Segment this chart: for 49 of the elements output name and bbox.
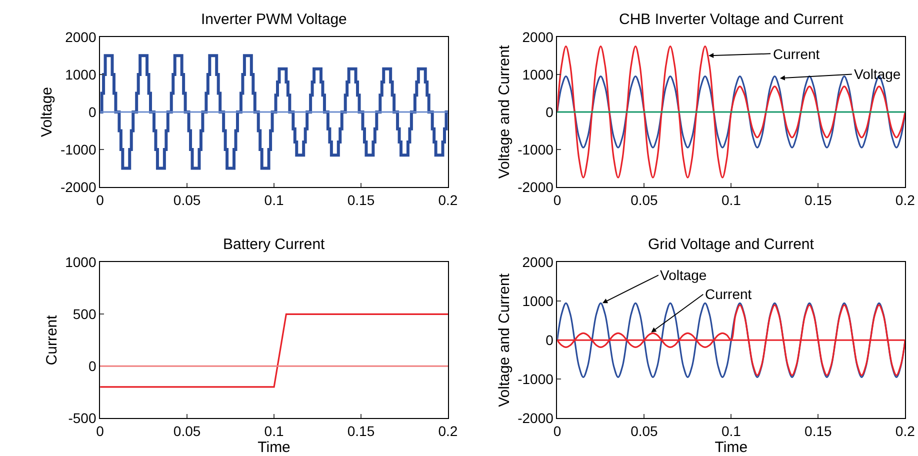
x-tick-label: 0.05 <box>173 422 201 439</box>
y-tick-label: 0 <box>546 104 554 120</box>
annotation: Current <box>705 286 752 302</box>
y-tick-label: 0 <box>88 358 96 374</box>
x-tick-label: 0.15 <box>804 422 832 439</box>
y-tick-label: 0 <box>546 332 554 348</box>
x-tick-label: 0.05 <box>630 192 658 208</box>
annotation: Voltage <box>660 267 707 283</box>
x-tick-label: 0.15 <box>804 192 832 208</box>
chart-title: CHB Inverter Voltage and Current <box>619 11 844 28</box>
annotation: Current <box>773 46 820 62</box>
y-tick-label: 500 <box>72 306 96 322</box>
y-tick-label: 1000 <box>522 293 554 310</box>
y-tick-label: -1000 <box>518 141 554 158</box>
y-tick-label: 2000 <box>522 28 554 45</box>
x-tick-label: 0.05 <box>173 192 201 208</box>
annotation: Voltage <box>854 66 901 82</box>
x-tick-label: 0.15 <box>347 422 375 439</box>
x-tick-label: 0.05 <box>630 422 658 439</box>
y-tick-label: 2000 <box>65 28 96 45</box>
y-tick-label: -2000 <box>518 410 554 426</box>
y-axis-title: Voltage and Current <box>496 44 513 179</box>
x-tick-label: 0.2 <box>438 192 458 208</box>
x-tick-label: 0.1 <box>264 192 284 208</box>
chart-title: Grid Voltage and Current <box>648 236 815 253</box>
chart-title: Inverter PWM Voltage <box>201 11 347 28</box>
x-axis-title: Time <box>258 438 290 456</box>
y-tick-label: -1000 <box>60 141 96 158</box>
x-tick-label: 0.2 <box>438 422 458 439</box>
y-axis-title: Current <box>43 314 60 366</box>
y-tick-label: 1000 <box>65 66 96 82</box>
chart-title: Battery Current <box>223 236 326 253</box>
x-tick-label: 0.15 <box>347 192 375 208</box>
y-tick-label: 1000 <box>65 254 96 270</box>
y-tick-label: -2000 <box>518 178 554 195</box>
y-tick-label: -500 <box>68 410 96 426</box>
y-tick-label: 2000 <box>522 254 554 270</box>
x-tick-label: 0.2 <box>895 422 916 439</box>
x-tick-label: 0.1 <box>721 422 742 439</box>
y-tick-label: 0 <box>88 104 96 120</box>
y-tick-label: -1000 <box>518 371 554 388</box>
y-tick-label: 1000 <box>522 66 554 82</box>
x-tick-label: 0.2 <box>895 192 916 208</box>
x-tick-label: 0.1 <box>721 192 742 208</box>
y-axis-title: Voltage and Current <box>496 272 513 407</box>
x-tick-label: 0.1 <box>264 422 284 439</box>
y-axis-title: Voltage <box>38 86 56 137</box>
x-axis-title: Time <box>714 438 748 456</box>
y-tick-label: -2000 <box>60 178 96 195</box>
